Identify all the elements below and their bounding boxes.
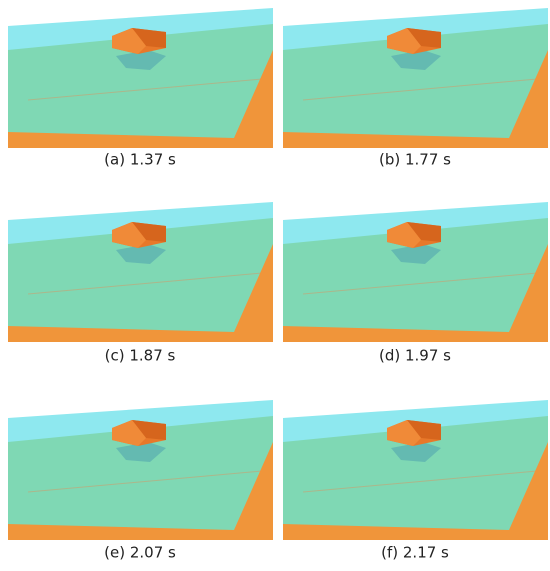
simulation-frame: [8, 202, 273, 342]
figure: (a) 1.37 s (b) 1.77 s (c) 1.87 s (d) 1.97 s…: [0, 0, 550, 571]
panel-caption: (c) 1.87 s: [105, 347, 176, 365]
simulation-frame: [8, 400, 273, 540]
simulation-frame: [283, 400, 548, 540]
simulation-frame: [283, 8, 548, 148]
panel-caption: (b) 1.77 s: [379, 151, 451, 169]
simulation-frame: [8, 8, 273, 148]
panel-caption: (a) 1.37 s: [104, 151, 176, 169]
panel-caption: (f) 2.17 s: [381, 544, 449, 562]
panel-caption: (e) 2.07 s: [104, 544, 176, 562]
simulation-frame: [283, 202, 548, 342]
figure-canvas: (a) 1.37 s (b) 1.77 s (c) 1.87 s (d) 1.97 s…: [0, 0, 550, 571]
panel-caption: (d) 1.97 s: [379, 347, 451, 365]
